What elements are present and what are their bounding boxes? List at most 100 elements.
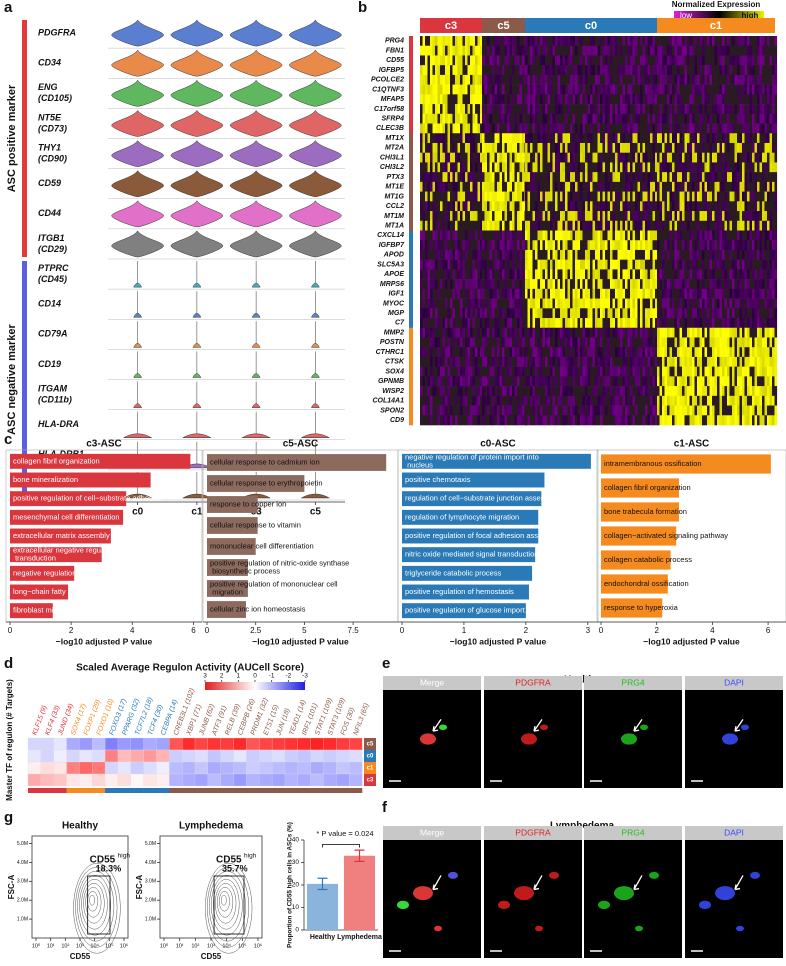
heatmap-cell [499,230,503,241]
heatmap-cell [557,201,561,212]
heatmap-cell [615,240,618,251]
heatmap-cell [470,74,473,85]
heatmap-cell [737,279,740,290]
violin [170,49,224,77]
heatmap-cell [489,308,493,319]
heatmap-cell [467,230,471,241]
heatmap-cell [645,220,648,231]
heatmap-cell [560,201,563,212]
heatmap-cell [507,337,510,348]
heatmap-cell [682,181,685,192]
heatmap-cell [607,172,611,183]
heatmap-cell [492,347,495,358]
heatmap-cell [709,347,713,358]
heatmap-cell [590,220,593,231]
heatmap-cell [662,279,665,290]
heatmap-cell [562,230,566,241]
heatmap-cell [425,45,428,56]
heatmap-cell [697,327,700,338]
heatmap-cell [489,65,493,76]
heatmap-cell [470,55,473,66]
heatmap-cell [630,113,633,124]
heatmap-cell [480,133,483,144]
heatmap-cell [557,113,561,124]
heatmap-cell [425,211,428,222]
heatmap-cell [717,269,720,280]
heatmap-cell [759,133,763,144]
heatmap-cell [610,123,613,134]
heatmap-cell [465,142,468,153]
violin [111,19,164,47]
heatmap-cell [452,45,456,56]
heatmap-cell [582,94,586,105]
heatmap-cell [630,337,633,348]
gene-label: PTPRC [38,263,69,273]
heatmap-cell [617,249,621,260]
heatmap-cell [442,288,446,299]
heatmap-cell [590,84,593,95]
heatmap-cell [655,327,658,338]
heatmap-cell [560,191,563,202]
heatmap-cell [475,220,478,231]
heatmap-cell [467,55,471,66]
heatmap-cell [477,298,481,309]
heatmap-cell [669,45,673,56]
heatmap-cell [757,65,760,76]
heatmap-cell [620,123,623,134]
heatmap-cell [622,55,626,66]
heatmap-cell [565,240,568,251]
heatmap-cell [470,84,473,95]
heatmap-cell [450,240,453,251]
heatmap-cell [562,249,566,260]
heatmap-cell [752,259,755,270]
heatmap-cell [607,211,611,222]
heatmap-cell [769,123,773,134]
heatmap-cell [445,269,448,280]
heatmap-cell [610,152,613,163]
heatmap-cell [687,308,690,319]
heatmap-cell [672,279,675,290]
heatmap-cell [600,308,603,319]
heatmap-cell [704,181,708,192]
heatmap-cell [547,191,551,202]
heatmap-cell [465,172,468,183]
heatmap-cell [607,356,611,367]
heatmap-cell [580,201,583,212]
heatmap-cell [582,152,586,163]
heatmap-cell [455,84,458,95]
heatmap-cell [610,142,613,153]
heatmap-cell [445,45,448,56]
heatmap-cell [587,249,591,260]
heatmap-cell [650,162,653,173]
heatmap-cell [597,142,601,153]
heatmap-cell [582,36,586,47]
heatmap-cell [640,94,643,105]
heatmap-cell [724,240,728,251]
heatmap-cell [565,269,568,280]
heatmap-cell [482,269,485,280]
heatmap-cell [507,220,510,231]
heatmap-cell [617,123,621,134]
heatmap-cell [525,55,528,66]
heatmap-cell [590,230,593,241]
heatmap-cell [625,84,628,95]
heatmap-cell [732,347,735,358]
violin [229,19,283,47]
heatmap-cell [487,55,490,66]
heatmap-cell [425,337,428,348]
heatmap-cell [605,65,608,76]
heatmap-cell [682,152,685,163]
heatmap-cell [652,259,656,270]
heatmap-cell [514,211,518,222]
heatmap-cell [547,55,551,66]
heatmap-cell [697,142,700,153]
heatmap-cell [492,201,495,212]
heatmap-cell [472,162,476,173]
heatmap-cell [487,191,490,202]
heatmap-cell [535,211,538,222]
heatmap-cell [572,113,576,124]
heatmap-cell [562,104,566,115]
heatmap-cell [552,318,556,329]
heatmap-cell [739,308,743,319]
group-label: ASC positive marker [6,84,18,192]
